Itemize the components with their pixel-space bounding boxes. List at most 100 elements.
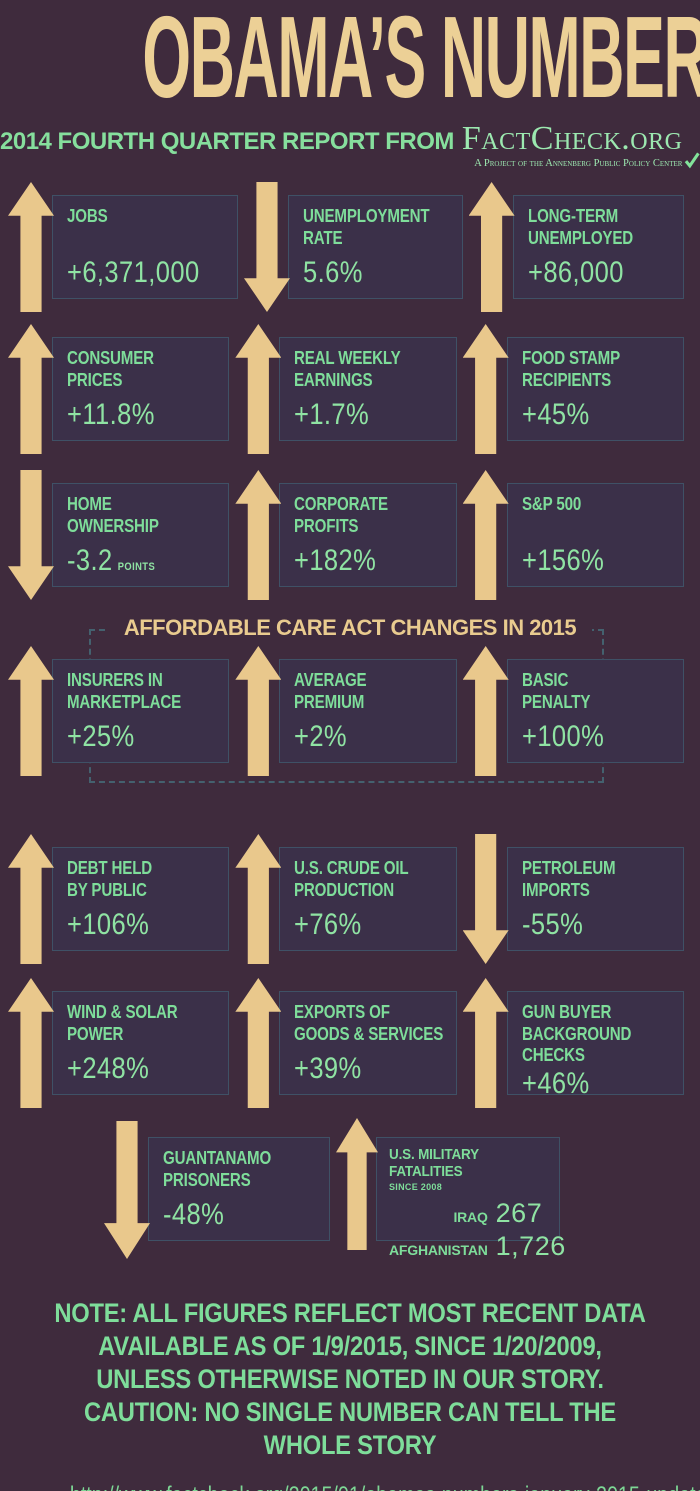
military-row-value: 1,726 (495, 1231, 566, 1261)
aca-section: AFFORDABLE CARE ACT CHANGES IN 2015 INSU… (0, 613, 700, 783)
stat-box: HOME OWNERSHIP -3.2 POINTS (52, 483, 230, 587)
stat-card-basic-penalty: BASIC PENALTY +100% (462, 646, 684, 776)
trend-arrow-icon (462, 646, 509, 776)
footer-note-text: NOTE: ALL FIGURES REFLECT MOST RECENT DA… (54, 1298, 646, 1460)
stat-label: LONG-TERM UNEMPLOYED (527, 206, 633, 248)
stat-label: GUANTANAMO PRISONERS (163, 1148, 272, 1190)
stat-box: REAL WEEKLY EARNINGS +1.7% (279, 337, 457, 441)
stat-card-exports-goods-services: EXPORTS OF GOODS & SERVICES +39% (235, 978, 457, 1108)
stat-box: BASIC PENALTY +100% (506, 659, 684, 763)
stat-value: 5.6% (302, 256, 363, 289)
factcheck-logo-text: FactCheck.org (461, 120, 683, 157)
stat-value: +45% (521, 398, 590, 431)
aca-section-title: AFFORDABLE CARE ACT CHANGES IN 2015 (107, 613, 593, 643)
trend-arrow-icon (235, 470, 282, 600)
stat-row-5: DEBT HELD BY PUBLIC +106% U.S. CRUDE OIL… (0, 834, 700, 964)
page-title: OBAMA’S NUMBERS (0, 0, 700, 116)
stat-value: +6,371,000 (67, 256, 200, 289)
military-row-value: 267 (495, 1198, 543, 1228)
stat-value: +11.8% (67, 398, 155, 431)
stat-card-wind-solar-power: WIND & SOLAR POWER +248% (8, 978, 230, 1108)
stat-box: INSURERS IN MARKETPLACE +25% (52, 659, 230, 763)
stat-box: EXPORTS OF GOODS & SERVICES +39% (279, 991, 457, 1095)
stat-card-food-stamp-recipients: FOOD STAMP RECIPIENTS +45% (462, 324, 684, 454)
subtitle-row: 2014 FOURTH QUARTER REPORT FROM FactChec… (0, 122, 700, 169)
stat-card-petroleum-imports: PETROLEUM IMPORTS -55% (462, 834, 684, 964)
stat-row-2: CONSUMER PRICES +11.8% REAL WEEKLY EARNI… (0, 324, 700, 454)
trend-arrow-icon (104, 1121, 150, 1259)
stat-label: INSURERS IN MARKETPLACE (67, 670, 182, 712)
military-row-label: IRAQ (453, 1209, 488, 1225)
stat-box: FOOD STAMP RECIPIENTS +45% (506, 337, 684, 441)
aca-stat-row: INSURERS IN MARKETPLACE +25% AVERAGE PRE… (0, 646, 700, 776)
stat-card-crude-oil-production: U.S. CRUDE OIL PRODUCTION +76% (235, 834, 457, 964)
report-subtitle: 2014 FOURTH QUARTER REPORT FROM (0, 128, 454, 155)
trend-arrow-icon (235, 324, 282, 454)
stat-value: +46% (521, 1066, 590, 1100)
trend-arrow-icon (462, 470, 509, 600)
page-title-text: OBAMA’S NUMBERS (142, 0, 700, 123)
aca-title-row: AFFORDABLE CARE ACT CHANGES IN 2015 (0, 613, 700, 643)
factcheck-logo: FactCheck.org A Project of the Annenberg… (461, 120, 683, 170)
stat-card-long-term-unemployed: LONG-TERM UNEMPLOYED +86,000 (468, 182, 684, 312)
military-fatalities-card: U.S. MILITARY FATALITIES SINCE 2008 IRAQ… (336, 1118, 565, 1261)
trend-arrow-icon (235, 834, 282, 964)
stat-card-average-premium: AVERAGE PREMIUM +2% (235, 646, 457, 776)
stat-card-insurers-in-marketplace: INSURERS IN MARKETPLACE +25% (8, 646, 230, 776)
stat-box: S&P 500 +156% (506, 483, 684, 587)
trend-arrow-icon (8, 324, 54, 454)
stat-box: U.S. CRUDE OIL PRODUCTION +76% (279, 847, 457, 951)
stat-value: +156% (521, 544, 604, 577)
stat-value: +100% (521, 720, 604, 753)
stat-label: S&P 500 (521, 494, 581, 514)
stat-label: U.S. CRUDE OIL PRODUCTION (294, 858, 409, 900)
stat-card-real-weekly-earnings: REAL WEEKLY EARNINGS +1.7% (235, 324, 457, 454)
trend-arrow-icon (336, 1118, 378, 1250)
trend-arrow-icon (235, 978, 282, 1108)
trend-arrow-icon (468, 182, 515, 312)
stat-card-unemployment-rate: UNEMPLOYMENT RATE 5.6% (243, 182, 463, 312)
stat-label: DEBT HELD BY PUBLIC (67, 858, 153, 900)
stat-label: HOME OWNERSHIP (67, 494, 159, 536)
stat-value: +248% (67, 1052, 150, 1085)
military-rows: IRAQ 267 AFGHANISTAN 1,726 (389, 1198, 565, 1262)
stat-value: +86,000 (527, 256, 624, 289)
stat-box: AVERAGE PREMIUM +2% (279, 659, 457, 763)
trend-arrow-icon (8, 182, 54, 312)
stat-row-6: WIND & SOLAR POWER +248% EXPORTS OF GOOD… (0, 978, 700, 1108)
trend-arrow-icon (8, 978, 54, 1108)
stat-row-7: GUANTANAMO PRISONERS -48% U.S. MILITARY … (0, 1118, 700, 1261)
factcheck-logo-tagline: A Project of the Annenberg Public Policy… (474, 158, 683, 169)
stat-value: +106% (67, 908, 150, 941)
stat-box: U.S. MILITARY FATALITIES SINCE 2008 IRAQ… (376, 1137, 565, 1261)
stat-value: +2% (294, 720, 348, 753)
stat-label: WIND & SOLAR POWER (67, 1002, 178, 1044)
stat-box: UNEMPLOYMENT RATE 5.6% (287, 195, 463, 299)
source-url-link[interactable]: http://www.factcheck.org/2015/01/obamas-… (70, 1482, 700, 1491)
stat-card-sp500: S&P 500 +156% (462, 470, 684, 600)
stat-box: GUN BUYER BACKGROUND CHECKS +46% (506, 991, 684, 1100)
military-subtitle: SINCE 2008 (389, 1182, 443, 1192)
trend-arrow-icon (243, 182, 290, 312)
stat-row-3: HOME OWNERSHIP -3.2 POINTS CORPORATE PROF… (0, 470, 700, 600)
trend-arrow-icon (8, 834, 54, 964)
stat-value: -55% (521, 908, 583, 941)
stat-box: CORPORATE PROFITS +182% (279, 483, 457, 587)
stat-card-jobs: JOBS +6,371,000 (8, 182, 238, 312)
stat-label: UNEMPLOYMENT RATE (302, 206, 430, 248)
military-title: U.S. MILITARY FATALITIES (389, 1146, 479, 1180)
checkmark-icon (685, 152, 700, 169)
stat-card-home-ownership: HOME OWNERSHIP -3.2 POINTS (8, 470, 230, 600)
stat-value: +25% (67, 720, 135, 753)
stat-label: PETROLEUM IMPORTS (521, 858, 616, 900)
stat-label: REAL WEEKLY EARNINGS (294, 348, 401, 390)
stat-card-guantanamo-prisoners: GUANTANAMO PRISONERS -48% (104, 1121, 330, 1259)
stat-label: CONSUMER PRICES (67, 348, 154, 390)
stat-card-debt-held-by-public: DEBT HELD BY PUBLIC +106% (8, 834, 230, 964)
stat-box: CONSUMER PRICES +11.8% (52, 337, 230, 441)
stat-label: BASIC PENALTY (521, 670, 590, 712)
stat-label: JOBS (67, 206, 108, 226)
footer-note: NOTE: ALL FIGURES REFLECT MOST RECENT DA… (0, 1297, 700, 1462)
trend-arrow-icon (462, 978, 509, 1108)
trend-arrow-icon (462, 324, 509, 454)
